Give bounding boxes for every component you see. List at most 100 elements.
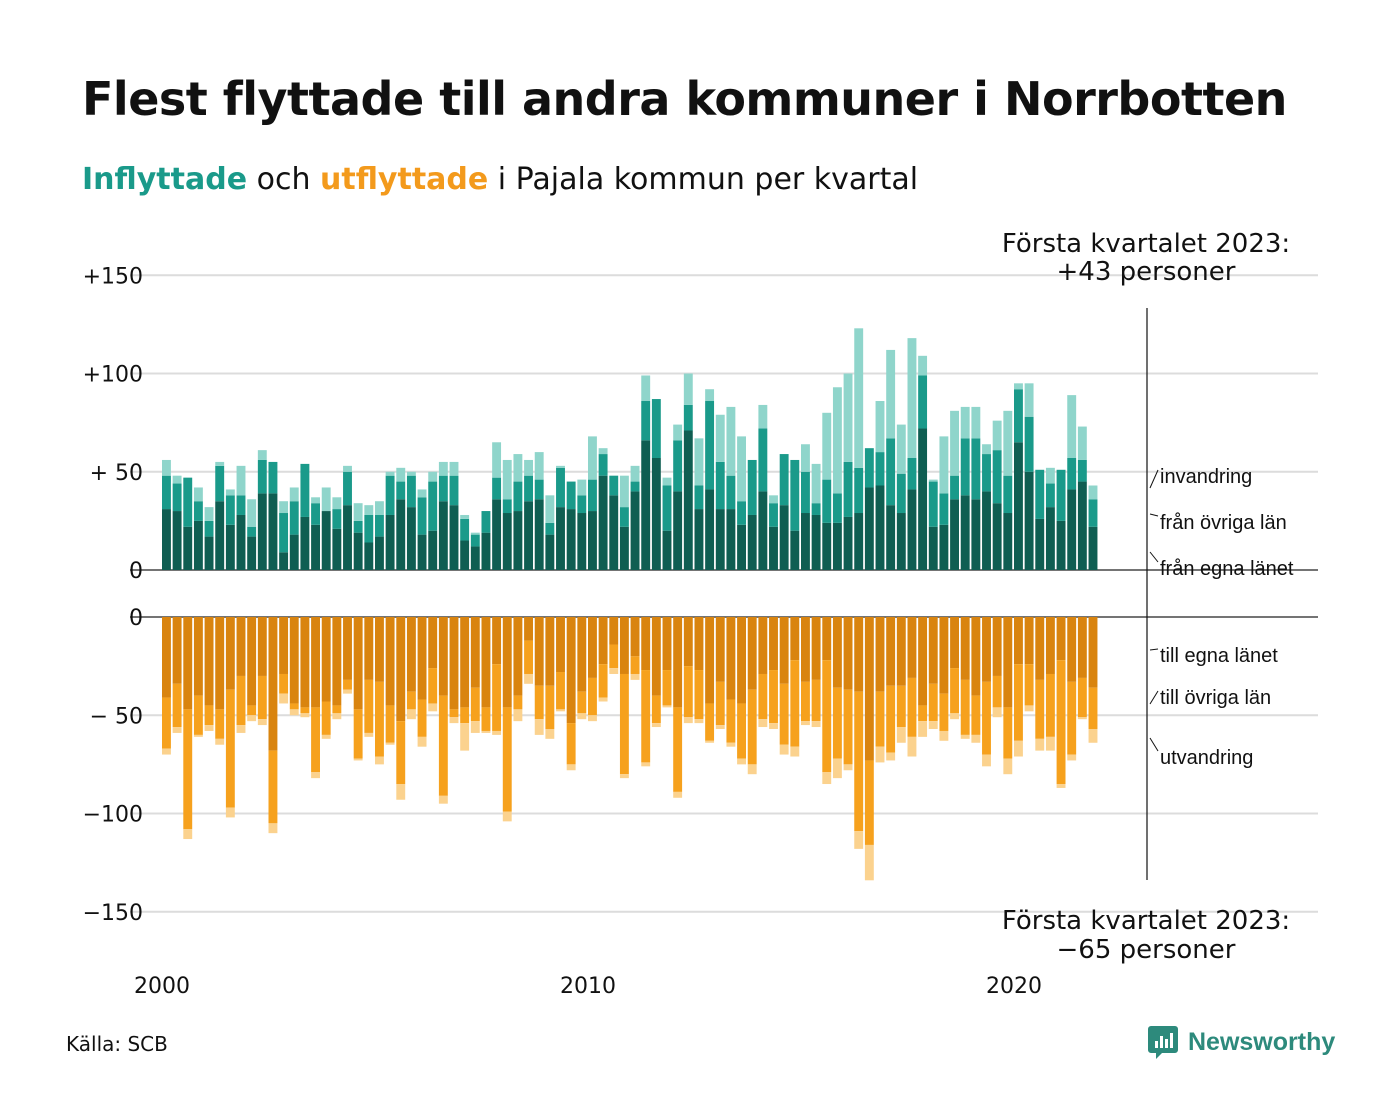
bar-in-ovriga bbox=[801, 471, 810, 514]
bar-in-ovriga bbox=[438, 475, 448, 502]
bar-in-invandring bbox=[353, 503, 363, 521]
bar-in-egna bbox=[1003, 513, 1013, 570]
bar-in-ovriga bbox=[225, 495, 235, 525]
bar-in-ovriga bbox=[758, 428, 768, 492]
bar-in-egna bbox=[257, 493, 267, 570]
bar-in-invandring bbox=[289, 487, 299, 502]
bar-in-egna bbox=[758, 491, 768, 570]
bar-out-ovriga bbox=[300, 707, 310, 714]
bar-out-utvandring bbox=[556, 709, 565, 712]
bar-out-utvandring bbox=[1088, 729, 1098, 743]
bar-in-egna bbox=[524, 501, 533, 570]
bar-in-ovriga bbox=[470, 534, 480, 547]
bar-in-ovriga bbox=[289, 501, 299, 535]
bar-in-invandring bbox=[971, 406, 981, 439]
bar-out-egna bbox=[619, 617, 629, 674]
bar-out-utvandring bbox=[598, 697, 608, 702]
bar-in-egna bbox=[619, 526, 629, 570]
bar-in-invandring bbox=[758, 404, 768, 429]
bar-out-ovriga bbox=[694, 670, 704, 720]
bar-in-egna bbox=[321, 511, 331, 570]
bar-out-egna bbox=[193, 617, 203, 696]
brand-logo[interactable]: Newsworthy bbox=[1148, 1024, 1335, 1060]
bar-out-egna bbox=[896, 617, 906, 686]
bar-out-ovriga bbox=[524, 640, 533, 674]
bar-in-egna bbox=[769, 526, 778, 570]
bar-in-egna bbox=[406, 507, 416, 570]
bar-out-utvandring bbox=[311, 772, 320, 779]
bar-out-ovriga bbox=[406, 691, 416, 710]
page-title: Flest flyttade till andra kommuner i Nor… bbox=[82, 72, 1287, 126]
bar-out-egna bbox=[769, 617, 778, 671]
bar-in-ovriga bbox=[747, 459, 757, 515]
bar-out-utvandring bbox=[247, 715, 257, 722]
bar-out-egna bbox=[1035, 617, 1045, 680]
bar-in-invandring bbox=[417, 489, 427, 498]
bar-out-egna bbox=[588, 617, 597, 678]
segment-label-lower: till övriga län bbox=[1160, 687, 1271, 709]
bar-out-ovriga bbox=[960, 679, 970, 735]
bar-out-egna bbox=[289, 617, 299, 704]
bar-in-invandring bbox=[843, 373, 853, 462]
bar-out-egna bbox=[556, 617, 565, 673]
bar-out-ovriga bbox=[875, 691, 885, 747]
bar-in-ovriga bbox=[236, 495, 246, 515]
bar-out-ovriga bbox=[193, 695, 203, 735]
bar-out-utvandring bbox=[460, 723, 470, 751]
bar-out-utvandring bbox=[801, 721, 810, 726]
bar-out-ovriga bbox=[172, 683, 182, 728]
bar-in-ovriga bbox=[534, 479, 544, 500]
bar-in-ovriga bbox=[257, 459, 267, 494]
bar-out-utvandring bbox=[343, 689, 352, 694]
bar-out-utvandring bbox=[875, 746, 885, 763]
bar-in-ovriga bbox=[428, 481, 438, 531]
bar-in-invandring bbox=[854, 328, 864, 468]
x-tick: 2020 bbox=[986, 974, 1042, 999]
bar-in-invandring bbox=[982, 444, 991, 455]
bar-out-ovriga bbox=[321, 701, 331, 735]
bar-out-egna bbox=[950, 617, 959, 669]
bar-out-ovriga bbox=[907, 677, 917, 737]
bar-out-utvandring bbox=[279, 693, 289, 704]
bar-out-ovriga bbox=[1088, 687, 1098, 730]
bar-out-egna bbox=[779, 617, 789, 684]
bar-in-egna bbox=[737, 524, 746, 570]
bar-in-ovriga bbox=[588, 479, 597, 512]
subtitle-inflyttade: Inflyttade bbox=[82, 162, 248, 197]
bar-in-ovriga bbox=[417, 497, 427, 535]
bar-in-ovriga bbox=[332, 509, 342, 529]
bar-in-egna bbox=[183, 526, 193, 570]
bar-in-ovriga bbox=[630, 481, 640, 492]
bar-in-egna bbox=[832, 522, 842, 570]
bar-in-egna bbox=[950, 499, 959, 570]
bar-in-egna bbox=[300, 516, 310, 570]
bar-out-utvandring bbox=[204, 725, 214, 731]
bar-out-utvandring bbox=[737, 758, 746, 765]
bar-in-ovriga bbox=[1024, 416, 1034, 472]
bar-in-ovriga bbox=[641, 401, 651, 441]
bar-out-ovriga bbox=[811, 679, 821, 722]
bar-out-egna bbox=[694, 617, 704, 671]
bar-in-egna bbox=[939, 524, 949, 570]
bar-in-egna bbox=[1024, 471, 1034, 570]
bar-out-egna bbox=[747, 617, 757, 690]
bar-out-egna bbox=[992, 617, 1002, 676]
bar-in-ovriga bbox=[183, 477, 193, 527]
bar-in-invandring bbox=[343, 465, 352, 472]
bar-out-egna bbox=[204, 617, 214, 706]
subtitle-utflyttade: utflyttade bbox=[320, 162, 489, 197]
bar-in-invandring bbox=[1014, 383, 1023, 390]
bar-in-ovriga bbox=[886, 438, 896, 506]
bar-out-egna bbox=[737, 617, 746, 704]
bar-out-egna bbox=[268, 617, 278, 751]
bar-in-egna bbox=[332, 528, 342, 570]
bar-in-egna bbox=[896, 513, 906, 570]
bar-out-utvandring bbox=[481, 730, 491, 733]
bar-in-invandring bbox=[492, 442, 502, 478]
bar-out-egna bbox=[524, 617, 533, 641]
bar-in-egna bbox=[470, 546, 480, 570]
bar-in-ovriga bbox=[673, 440, 683, 492]
bar-in-egna bbox=[588, 511, 597, 570]
bar-in-ovriga bbox=[247, 526, 257, 537]
bar-out-utvandring bbox=[673, 791, 683, 798]
